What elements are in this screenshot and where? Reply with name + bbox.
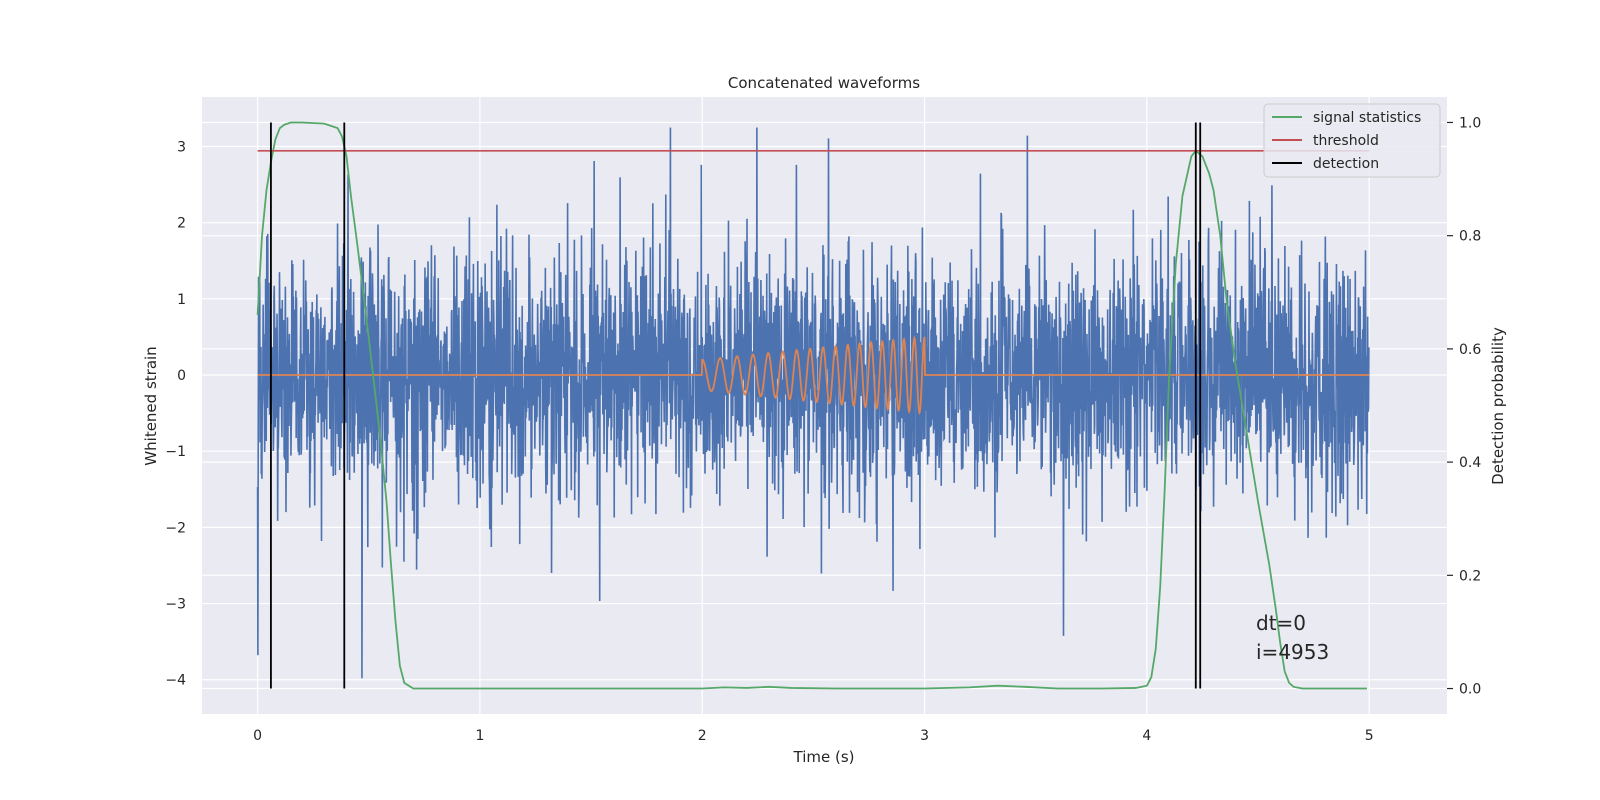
chart-title: Concatenated waveforms (728, 74, 920, 92)
x-tick-label: 1 (475, 728, 484, 744)
legend: signal statistics threshold detection (1263, 103, 1441, 178)
detection-lines (270, 122, 1202, 689)
x-tick-label: 3 (920, 728, 929, 744)
y-tick-label: 1 (177, 292, 186, 308)
y2-tick-label: 0.0 (1459, 682, 1481, 698)
y2-axis-title: Detection probability (1489, 327, 1507, 485)
y-tick-label: −3 (165, 597, 186, 613)
legend-label-threshold: threshold (1313, 133, 1379, 149)
injected-chirp-series (257, 335, 1370, 416)
y-tick-label: −2 (165, 520, 186, 536)
y2-tick-label: 0.4 (1459, 455, 1481, 471)
x-tick-label: 2 (698, 728, 707, 744)
x-axis-title: Time (s) (793, 748, 855, 766)
y-axis-left: −4 −3 −2 −1 0 1 2 3 (165, 140, 186, 689)
y-tick-label: −1 (165, 444, 186, 460)
y-tick-label: −4 (165, 673, 186, 689)
y2-tick-label: 0.2 (1459, 568, 1481, 584)
plot-area (256, 121, 1370, 690)
x-axis: 0 1 2 3 4 5 (253, 728, 1374, 744)
y-axis-right: 0.0 0.2 0.4 0.6 0.8 1.0 (1447, 115, 1481, 698)
annotation-index: i=4953 (1256, 640, 1329, 664)
x-tick-label: 5 (1365, 728, 1374, 744)
x-tick-label: 4 (1142, 728, 1151, 744)
annotation-dt: dt=0 (1256, 611, 1306, 635)
legend-label-signal-statistics: signal statistics (1313, 110, 1421, 126)
y2-tick-label: 0.6 (1459, 342, 1481, 358)
y-tick-label: 0 (177, 368, 186, 384)
x-tick-label: 0 (253, 728, 262, 744)
y-axis-title: Whitened strain (142, 346, 160, 465)
y-tick-label: 2 (177, 216, 186, 232)
noise-strain-series (256, 127, 1370, 679)
y2-tick-label: 0.8 (1459, 229, 1481, 245)
legend-label-detection: detection (1313, 156, 1379, 172)
signal-statistics-line (256, 121, 1367, 690)
legend-box (1263, 103, 1441, 178)
y-tick-label: 3 (177, 140, 186, 156)
y2-tick-label: 1.0 (1459, 115, 1481, 131)
